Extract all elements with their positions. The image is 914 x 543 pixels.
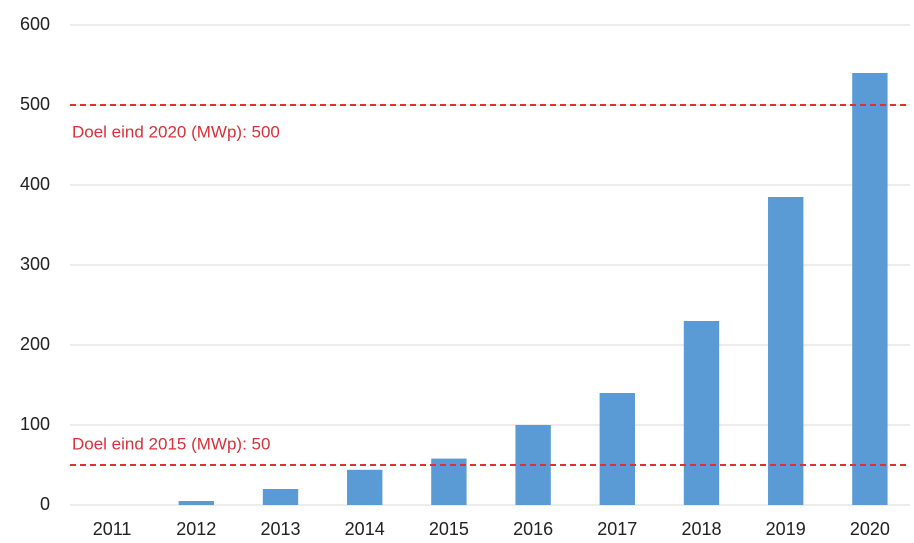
reference-label: Doel eind 2015 (MWp): 50: [72, 434, 270, 453]
y-tick-label: 500: [20, 94, 50, 114]
x-tick-label: 2016: [513, 519, 553, 539]
y-tick-label: 600: [20, 14, 50, 34]
x-tick-label: 2020: [850, 519, 890, 539]
y-tick-label: 300: [20, 254, 50, 274]
reference-label: Doel eind 2020 (MWp): 500: [72, 122, 280, 141]
x-tick-label: 2012: [176, 519, 216, 539]
bar: [683, 321, 720, 505]
bar: [262, 489, 299, 505]
x-tick-label: 2011: [93, 519, 132, 539]
x-tick-label: 2014: [345, 519, 385, 539]
y-tick-label: 0: [40, 494, 50, 514]
bar: [178, 501, 214, 505]
x-tick-label: 2015: [429, 519, 469, 539]
x-tick-label: 2019: [766, 519, 806, 539]
x-tick-label: 2018: [681, 519, 721, 539]
bar: [768, 197, 804, 505]
y-tick-label: 100: [20, 414, 50, 434]
bar: [852, 73, 888, 505]
x-tick-label: 2013: [260, 519, 300, 539]
y-tick-label: 400: [20, 174, 50, 194]
y-tick-label: 200: [20, 334, 50, 354]
bar: [599, 393, 635, 505]
bar: [431, 458, 467, 505]
bar: [347, 469, 383, 505]
x-tick-label: 2017: [597, 519, 637, 539]
